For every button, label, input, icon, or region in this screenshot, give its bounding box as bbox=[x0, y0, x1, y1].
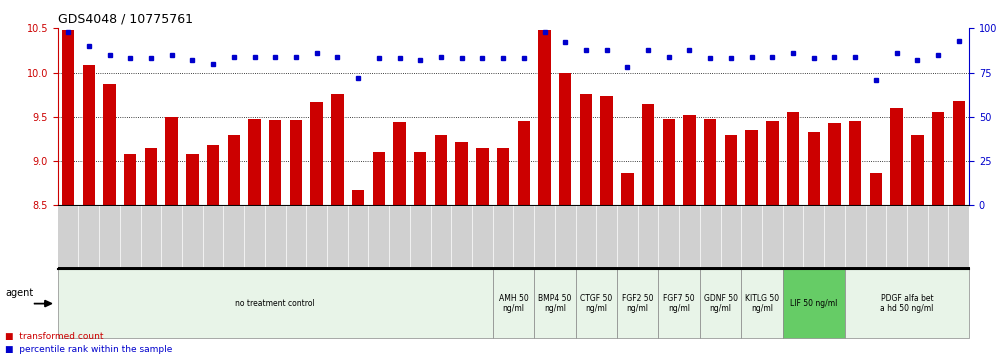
Bar bbox=[414, 152, 426, 205]
Bar bbox=[601, 96, 613, 205]
Bar bbox=[269, 120, 282, 205]
Text: GDS4048 / 10775761: GDS4048 / 10775761 bbox=[58, 12, 193, 25]
Bar bbox=[622, 173, 633, 205]
Bar bbox=[186, 154, 198, 205]
Bar bbox=[518, 121, 530, 205]
Bar bbox=[83, 65, 95, 205]
Bar bbox=[434, 135, 447, 205]
Bar bbox=[870, 173, 882, 205]
Bar bbox=[952, 101, 965, 205]
Text: GDNF 50
ng/ml: GDNF 50 ng/ml bbox=[703, 294, 738, 313]
Bar bbox=[248, 119, 261, 205]
Bar bbox=[704, 119, 716, 205]
Bar bbox=[559, 73, 572, 205]
Bar bbox=[455, 142, 468, 205]
Bar bbox=[104, 84, 116, 205]
Bar bbox=[311, 102, 323, 205]
Bar bbox=[373, 152, 385, 205]
Bar bbox=[144, 148, 157, 205]
Bar bbox=[808, 132, 820, 205]
Bar bbox=[290, 120, 302, 205]
Bar bbox=[228, 135, 240, 205]
Text: agent: agent bbox=[5, 288, 33, 298]
Text: KITLG 50
ng/ml: KITLG 50 ng/ml bbox=[745, 294, 779, 313]
Bar bbox=[124, 154, 136, 205]
Bar bbox=[829, 123, 841, 205]
Bar bbox=[911, 135, 923, 205]
Bar bbox=[352, 190, 365, 205]
Text: FGF7 50
ng/ml: FGF7 50 ng/ml bbox=[663, 294, 695, 313]
Text: PDGF alfa bet
a hd 50 ng/ml: PDGF alfa bet a hd 50 ng/ml bbox=[880, 294, 933, 313]
Text: BMP4 50
ng/ml: BMP4 50 ng/ml bbox=[538, 294, 572, 313]
Bar bbox=[331, 94, 344, 205]
Bar bbox=[787, 112, 799, 205]
Bar bbox=[538, 30, 551, 205]
Bar bbox=[580, 94, 593, 205]
Text: ■  transformed count: ■ transformed count bbox=[5, 332, 104, 341]
Text: CTGF 50
ng/ml: CTGF 50 ng/ml bbox=[580, 294, 613, 313]
Bar bbox=[207, 145, 219, 205]
Bar bbox=[745, 130, 758, 205]
Bar bbox=[683, 115, 696, 205]
Text: FGF2 50
ng/ml: FGF2 50 ng/ml bbox=[622, 294, 653, 313]
Bar bbox=[932, 112, 944, 205]
Bar bbox=[725, 135, 737, 205]
Bar bbox=[849, 121, 862, 205]
Bar bbox=[662, 119, 675, 205]
Bar bbox=[393, 122, 405, 205]
Text: LIF 50 ng/ml: LIF 50 ng/ml bbox=[790, 299, 838, 308]
Bar bbox=[766, 121, 779, 205]
Bar bbox=[476, 148, 489, 205]
Bar bbox=[890, 108, 902, 205]
Bar bbox=[62, 30, 75, 205]
Bar bbox=[641, 104, 654, 205]
Text: no treatment control: no treatment control bbox=[235, 299, 315, 308]
Text: ■  percentile rank within the sample: ■ percentile rank within the sample bbox=[5, 345, 172, 354]
Text: AMH 50
ng/ml: AMH 50 ng/ml bbox=[499, 294, 528, 313]
Bar bbox=[497, 148, 509, 205]
Bar bbox=[165, 117, 178, 205]
